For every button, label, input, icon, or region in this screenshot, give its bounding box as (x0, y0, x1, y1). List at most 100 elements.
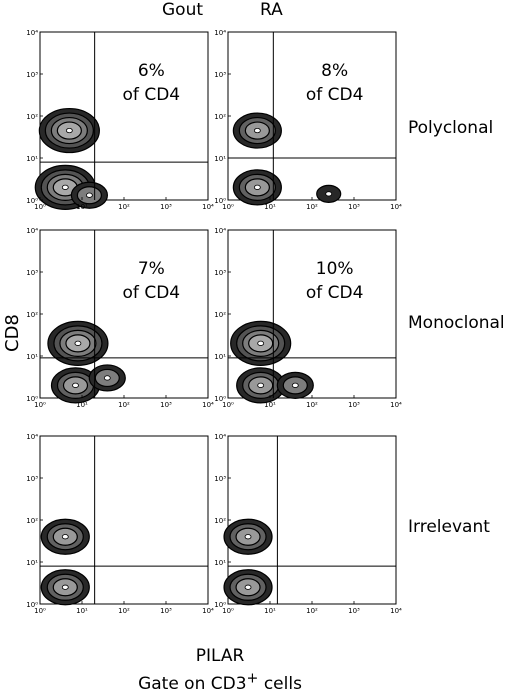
panel-monoclonal-gout-x-tick-label-0: 10⁰ (34, 401, 46, 409)
panel-irrelevant-ra-contour-0 (223, 518, 273, 555)
panel-irrelevant-gout-contour-1 (40, 569, 90, 606)
panel-monoclonal-gout-x-tick-label-1: 10¹ (76, 401, 88, 409)
panel-monoclonal-ra-contour-0 (230, 320, 292, 366)
panel-monoclonal-ra-y-tick-label-4: 10⁴ (214, 227, 226, 235)
panel-polyclonal-gout-y-tick-label-2: 10² (26, 113, 38, 121)
row-label-polyclonal: Polyclonal (408, 118, 494, 138)
panel-monoclonal-ra-x-tick-label-3: 10³ (348, 401, 360, 409)
panel-polyclonal-gout-percent: 6% (138, 61, 165, 81)
panel-polyclonal-gout-y-tick-label-4: 10⁴ (26, 29, 38, 37)
panel-monoclonal-ra-percent-caption: of CD4 (306, 283, 364, 303)
panel-monoclonal-gout-y-tick-label-3: 10³ (26, 269, 38, 277)
panel-polyclonal-gout-y-tick-label-3: 10³ (26, 71, 38, 79)
panel-irrelevant-ra-contour-1-core (244, 584, 252, 590)
panel-monoclonal-ra-x-tick-label-0: 10⁰ (222, 401, 234, 409)
panel-monoclonal-ra-contour-1-core (257, 382, 265, 388)
panel-irrelevant-ra-x-tick-label-4: 10⁴ (390, 607, 402, 615)
panel-polyclonal-gout-x-tick-label-3: 10³ (160, 203, 172, 211)
panel-irrelevant-ra-contour-0-core (244, 534, 252, 540)
panel-monoclonal-ra-y-tick-label-2: 10² (214, 311, 226, 319)
panel-monoclonal-ra-contour-2 (276, 371, 314, 399)
panel-monoclonal-gout-contour-2 (88, 364, 126, 392)
panel-monoclonal-gout-percent-caption: of CD4 (123, 283, 181, 303)
panel-irrelevant-gout-y-tick-label-1: 10¹ (26, 559, 38, 567)
panel-irrelevant-ra-y-tick-label-2: 10² (214, 517, 226, 525)
panel-polyclonal-gout-y-tick-label-0: 10⁰ (26, 197, 38, 205)
panel-monoclonal-gout-contour-0-core (74, 340, 82, 346)
panel-irrelevant-gout-y-tick-label-3: 10³ (26, 475, 38, 483)
gate-caption-suffix: cells (258, 673, 302, 694)
panel-polyclonal-ra-y-tick-label-3: 10³ (214, 71, 226, 79)
panel-irrelevant-gout-y-tick-label-0: 10⁰ (26, 601, 38, 609)
panel-monoclonal-gout-contour-2-core (103, 375, 111, 381)
panel-monoclonal-ra-contour-0-core (257, 340, 265, 346)
panel-irrelevant-gout-y-tick-label-4: 10⁴ (26, 433, 38, 441)
panel-monoclonal-ra-contour-2-core (291, 382, 299, 388)
panel-polyclonal-ra-contour-1-core (253, 184, 261, 190)
panel-polyclonal-gout-contour-2 (70, 181, 108, 209)
panel-monoclonal-ra-y-tick-label-1: 10¹ (214, 353, 226, 361)
panel-irrelevant-ra-x-tick-label-2: 10² (306, 607, 318, 615)
panel-irrelevant-gout-contour-1-core (61, 584, 69, 590)
panel-polyclonal-ra-contour-1 (232, 169, 282, 206)
panel-monoclonal-gout-x-tick-label-2: 10² (118, 401, 130, 409)
panel-polyclonal-gout-y-tick-label-1: 10¹ (26, 155, 38, 163)
panel-polyclonal-gout-x-tick-label-1: 10¹ (76, 203, 88, 211)
panel-monoclonal-gout-contour-0 (47, 320, 109, 366)
panel-polyclonal-ra-y-tick-label-0: 10⁰ (214, 197, 226, 205)
panel-monoclonal-gout-y-tick-label-1: 10¹ (26, 353, 38, 361)
panel-polyclonal-ra-x-tick-label-1: 10¹ (264, 203, 276, 211)
panel-irrelevant-gout-contour-0-core (61, 534, 69, 540)
panel-monoclonal-ra-y-tick-label-0: 10⁰ (214, 395, 226, 403)
panel-polyclonal-ra-y-tick-label-1: 10¹ (214, 155, 226, 163)
gate-caption-superscript: + (246, 670, 259, 686)
panel-irrelevant-ra-x-tick-label-1: 10¹ (264, 607, 276, 615)
panel-irrelevant-gout-x-tick-label-4: 10⁴ (202, 607, 214, 615)
panel-polyclonal-gout-x-tick-label-0: 10⁰ (34, 203, 46, 211)
panel-monoclonal-ra-x-tick-label-2: 10² (306, 401, 318, 409)
panel-irrelevant-ra-y-tick-label-0: 10⁰ (214, 601, 226, 609)
panel-irrelevant-ra-y-tick-label-4: 10⁴ (214, 433, 226, 441)
panel-polyclonal-ra-x-tick-label-0: 10⁰ (222, 203, 234, 211)
panel-polyclonal-ra-x-tick-label-3: 10³ (348, 203, 360, 211)
panel-polyclonal-ra-contour-2-core (325, 191, 333, 197)
row-label-irrelevant: Irrelevant (408, 517, 490, 537)
panel-polyclonal-ra-percent-caption: of CD4 (306, 85, 364, 105)
panel-monoclonal-ra-x-tick-label-1: 10¹ (264, 401, 276, 409)
panel-monoclonal-gout-percent: 7% (138, 259, 165, 279)
panel-irrelevant-gout-contour-0 (40, 518, 90, 555)
column-header-ra: RA (260, 0, 283, 20)
panel-polyclonal-ra-contour-2 (316, 184, 342, 203)
x-axis-label-text: PILAR (195, 646, 245, 666)
panel-polyclonal-gout-contour-2-core (85, 192, 93, 198)
panel-polyclonal-gout-contour-0 (38, 107, 100, 154)
panel-irrelevant-ra-x-tick-label-0: 10⁰ (222, 607, 234, 615)
panel-irrelevant-ra-y-tick-label-1: 10¹ (214, 559, 226, 567)
panel-polyclonal-ra-y-tick-label-4: 10⁴ (214, 29, 226, 37)
panel-polyclonal-ra-x-tick-label-2: 10² (306, 203, 318, 211)
panel-polyclonal-gout-x-tick-label-4: 10⁴ (202, 203, 214, 211)
gate-caption-prefix: Gate on CD3 (138, 673, 247, 694)
panel-irrelevant-gout-y-tick-label-2: 10² (26, 517, 38, 525)
panel-irrelevant-ra-y-tick-label-3: 10³ (214, 475, 226, 483)
panel-polyclonal-ra-x-tick-label-4: 10⁴ (390, 203, 402, 211)
panel-irrelevant-ra-x-tick-label-3: 10³ (348, 607, 360, 615)
panel-irrelevant-gout-x-tick-label-2: 10² (118, 607, 130, 615)
panel-polyclonal-gout-contour-1-core (61, 184, 69, 190)
panel-irrelevant-gout-x-tick-label-3: 10³ (160, 607, 172, 615)
panel-monoclonal-gout-x-tick-label-4: 10⁴ (202, 401, 214, 409)
panel-irrelevant-gout-x-tick-label-0: 10⁰ (34, 607, 46, 615)
panel-polyclonal-gout-x-tick-label-2: 10² (118, 203, 130, 211)
panel-monoclonal-gout-y-tick-label-0: 10⁰ (26, 395, 38, 403)
panel-polyclonal-ra-y-tick-label-2: 10² (214, 113, 226, 121)
panel-polyclonal-gout-percent-caption: of CD4 (123, 85, 181, 105)
panel-polyclonal-ra-contour-0-core (253, 127, 261, 134)
gate-caption: Gate on CD3+ cells (138, 670, 302, 694)
